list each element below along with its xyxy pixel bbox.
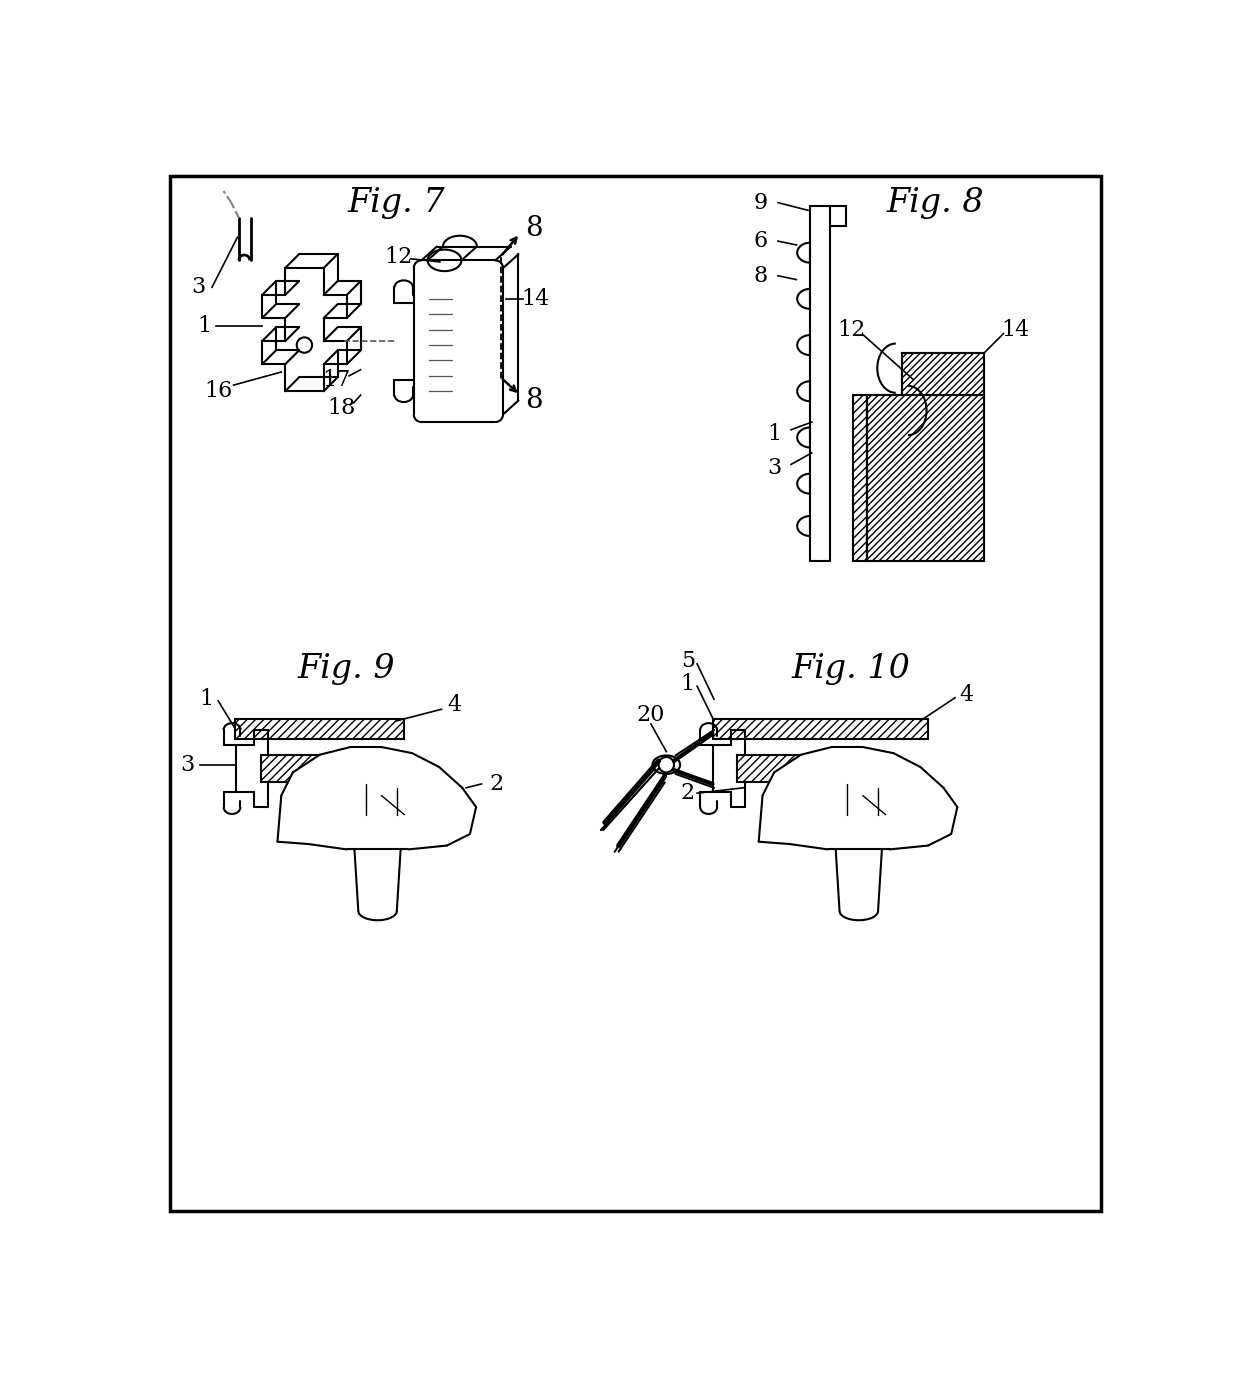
Text: 8: 8 xyxy=(525,387,543,414)
Bar xyxy=(901,353,985,396)
Text: 12: 12 xyxy=(384,246,413,268)
Text: 4: 4 xyxy=(448,694,461,716)
Text: 17: 17 xyxy=(322,368,351,390)
Text: 4: 4 xyxy=(960,684,973,706)
Bar xyxy=(260,754,368,782)
Bar xyxy=(713,719,928,739)
Polygon shape xyxy=(759,747,957,849)
Text: 1: 1 xyxy=(197,315,211,337)
Text: 5: 5 xyxy=(681,650,694,672)
Bar xyxy=(853,396,867,561)
Text: Fig. 8: Fig. 8 xyxy=(887,187,985,220)
Text: 6: 6 xyxy=(754,229,768,251)
Text: 3: 3 xyxy=(768,458,781,480)
Text: 9: 9 xyxy=(754,191,768,213)
Text: 1: 1 xyxy=(768,423,781,445)
Text: 1: 1 xyxy=(681,673,694,695)
Text: Fig. 7: Fig. 7 xyxy=(348,187,445,220)
Circle shape xyxy=(658,757,675,772)
Text: 12: 12 xyxy=(838,319,866,341)
Polygon shape xyxy=(278,747,476,849)
Text: 8: 8 xyxy=(754,265,768,287)
Bar xyxy=(236,719,404,739)
Text: 18: 18 xyxy=(327,397,356,419)
Text: 20: 20 xyxy=(636,703,665,725)
Bar xyxy=(737,754,844,782)
Text: 14: 14 xyxy=(1001,319,1029,341)
Text: Fig. 10: Fig. 10 xyxy=(791,653,910,686)
Text: 14: 14 xyxy=(521,289,549,311)
Text: 2: 2 xyxy=(681,782,694,804)
Text: 3: 3 xyxy=(191,276,206,298)
Text: 16: 16 xyxy=(205,381,232,403)
Text: 3: 3 xyxy=(180,754,195,776)
Circle shape xyxy=(296,338,312,353)
Text: 8: 8 xyxy=(525,214,543,242)
Bar xyxy=(867,396,985,561)
Text: 2: 2 xyxy=(490,774,503,796)
Text: 1: 1 xyxy=(200,688,213,710)
Text: Fig. 9: Fig. 9 xyxy=(298,653,396,686)
